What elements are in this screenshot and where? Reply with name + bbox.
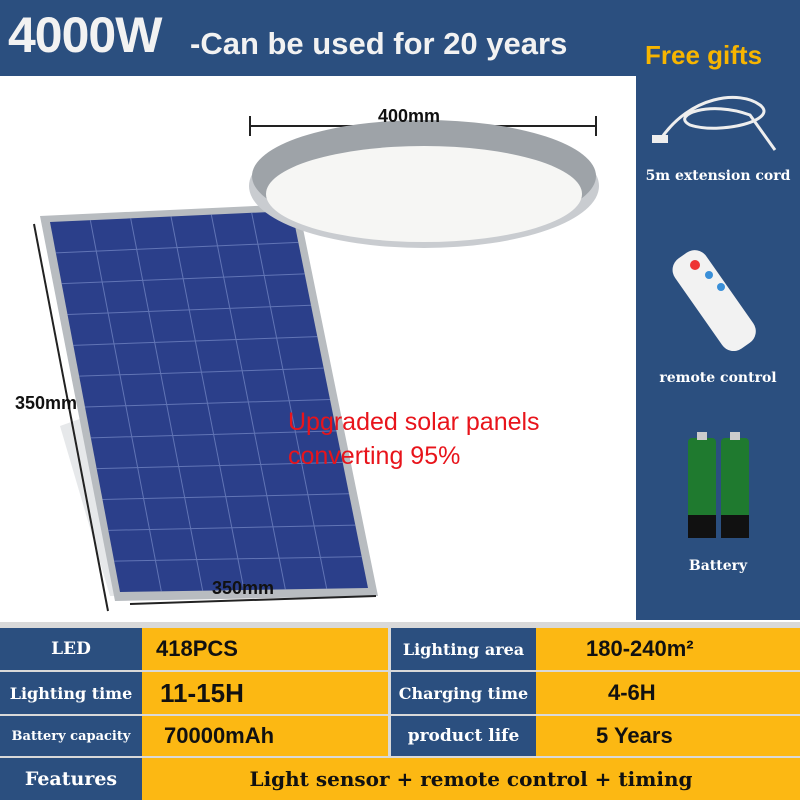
spec-area-label: Lighting area — [391, 628, 536, 670]
spec-led-label: LED — [0, 628, 142, 670]
panel-width-label: 350mm — [212, 578, 275, 598]
solar-highlight: Upgraded solar panels converting 95% — [288, 405, 540, 473]
panel-grid-line — [108, 524, 356, 531]
highlight-line-1: Upgraded solar panels — [288, 408, 540, 436]
panel-grid-line — [90, 430, 337, 439]
panel-grid-line — [96, 461, 343, 470]
panel-grid-line — [79, 367, 324, 377]
remote-icon — [672, 250, 756, 352]
spec-led-value: 418PCS — [142, 628, 388, 670]
spec-table: LED 418PCS Lighting area 180-240m² Light… — [0, 622, 800, 800]
panel-grid-line — [84, 399, 331, 408]
spec-charge-label: Charging time — [391, 672, 536, 714]
gifts-panel — [636, 76, 800, 620]
highlight-line-2: converting 95% — [288, 442, 461, 470]
spec-time-value: 11-15H — [142, 672, 388, 714]
panel-grid-line — [67, 304, 312, 315]
spec-area-value: 180-240m² — [536, 628, 800, 670]
spec-life-value: 5 Years — [536, 716, 800, 756]
header-banner — [0, 0, 800, 76]
title-subtitle: -Can be used for 20 years — [190, 26, 568, 61]
panel-grid-line — [73, 336, 318, 346]
panel-grid-line — [61, 273, 305, 285]
panel-grid-line — [114, 556, 362, 562]
title-wattage: 4000W — [8, 7, 162, 63]
panel-grid-line — [102, 493, 350, 500]
lamp-diffuser — [266, 146, 582, 242]
spec-life-label: product life — [391, 716, 536, 756]
cable-icon — [652, 95, 777, 151]
spec-battery-value: 70000mAh — [142, 716, 388, 756]
gift-label-remote: remote control — [659, 370, 777, 386]
panel-grid-line — [55, 241, 299, 254]
spec-features-label: Features — [0, 758, 142, 800]
battery-icon — [688, 432, 749, 538]
gift-label-battery: Battery — [688, 558, 748, 574]
gift-label-cord: 5m extension cord — [645, 168, 791, 184]
panel-grid — [55, 212, 362, 592]
lamp-dimension-line — [249, 116, 597, 136]
lamp-width-label: 400mm — [378, 106, 441, 126]
spec-battery-label: Battery capacity — [0, 716, 142, 756]
panel-height-label: 350mm — [15, 393, 78, 413]
spec-charge-value: 4-6H — [536, 672, 800, 714]
gifts-title: Free gifts — [645, 40, 763, 70]
spec-time-label: Lighting time — [0, 672, 142, 714]
spec-features-value: Light sensor + remote control + timing — [142, 758, 800, 800]
product-illustration — [33, 116, 599, 612]
panel-dimension-lines — [33, 223, 377, 612]
